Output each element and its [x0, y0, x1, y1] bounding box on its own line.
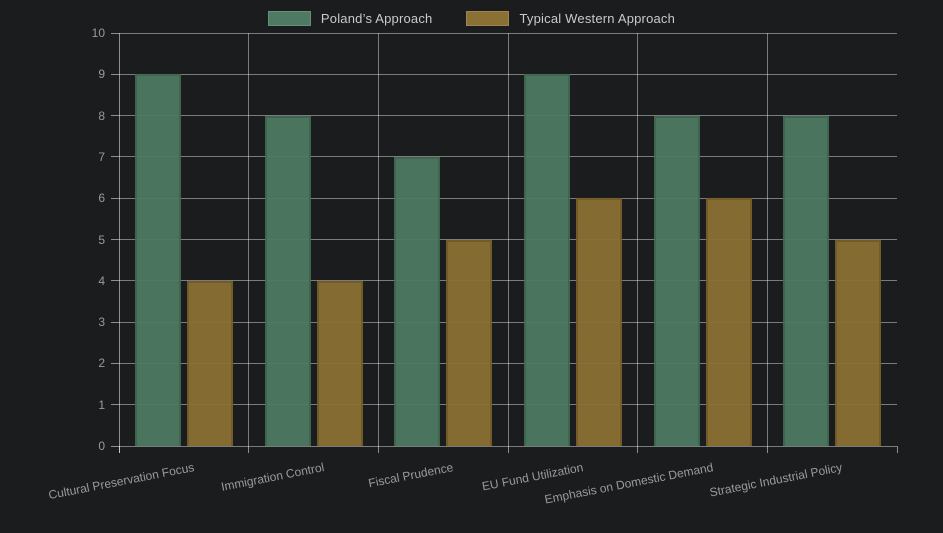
y-tick-label-6: 6: [98, 191, 105, 206]
gridline-y-9: [119, 73, 897, 75]
gridline-y-4: [119, 280, 897, 282]
y-tick-label-2: 2: [98, 356, 105, 371]
y-tick-mark-2: [111, 362, 119, 364]
x-tick-mark-5: [766, 446, 768, 453]
legend-swatch-polands-approach: [267, 11, 311, 26]
y-tick-label-4: 4: [98, 273, 105, 288]
bar-typical-western-approach-fiscal-prudence[interactable]: [446, 239, 493, 446]
bar-poland-s-approach-fiscal-prudence[interactable]: [394, 156, 441, 446]
y-tick-mark-0: [111, 445, 119, 447]
x-tick-mark-0: [118, 446, 120, 453]
gridline-y-7: [119, 156, 897, 158]
legend-swatch-typical-western-approach: [466, 11, 510, 26]
y-axis-line: [119, 33, 120, 453]
gridline-y-5: [119, 239, 897, 240]
y-tick-label-5: 5: [98, 232, 105, 247]
y-tick-label-3: 3: [98, 315, 105, 330]
y-tick-label-7: 7: [98, 149, 105, 164]
y-tick-label-8: 8: [98, 108, 105, 123]
x-tick-mark-2: [377, 446, 379, 453]
bar-typical-western-approach-eu-fund-utilization[interactable]: [576, 198, 622, 446]
legend-label-typical-western-approach: Typical Western Approach: [519, 11, 676, 26]
bar-typical-western-approach-strategic-industrial-policy[interactable]: [835, 239, 882, 446]
gridline-x-1: [248, 33, 250, 446]
y-tick-mark-3: [111, 321, 119, 323]
x-tick-mark-6: [896, 446, 898, 453]
gridline-x-4: [637, 33, 639, 446]
gridline-x-5: [766, 33, 768, 446]
gridline-y-3: [119, 321, 897, 323]
chart-legend: Poland’s Approach Typical Western Approa…: [0, 11, 943, 26]
bar-poland-s-approach-eu-fund-utilization[interactable]: [524, 74, 570, 446]
gridline-y-8: [119, 115, 897, 117]
y-tick-mark-8: [111, 115, 119, 117]
gridline-x-2: [377, 33, 379, 446]
y-tick-mark-9: [111, 73, 119, 75]
y-tick-mark-6: [111, 197, 119, 199]
legend-item-typical-western-approach[interactable]: Typical Western Approach: [466, 11, 675, 26]
x-tick-mark-4: [637, 446, 639, 453]
bar-poland-s-approach-strategic-industrial-policy[interactable]: [783, 115, 830, 446]
gridline-y-1: [119, 404, 897, 406]
y-tick-mark-1: [111, 404, 119, 406]
y-tick-mark-4: [111, 280, 119, 282]
y-tick-label-9: 9: [98, 67, 105, 82]
y-tick-label-0: 0: [98, 439, 105, 453]
gridline-x-3: [507, 33, 509, 446]
legend-item-polands-approach[interactable]: Poland’s Approach: [267, 11, 433, 26]
y-tick-mark-10: [111, 32, 119, 34]
bar-typical-western-approach-cultural-preservation-focus[interactable]: [187, 280, 233, 446]
gridline-y-10: [119, 32, 897, 34]
y-tick-mark-5: [111, 239, 119, 240]
y-tick-label-10: 10: [91, 26, 105, 40]
gridline-y-6: [119, 197, 897, 199]
bar-poland-s-approach-cultural-preservation-focus[interactable]: [135, 74, 181, 446]
gridline-y-2: [119, 362, 897, 364]
bar-poland-s-approach-immigration-control[interactable]: [264, 115, 311, 446]
x-tick-mark-1: [248, 446, 250, 453]
x-tick-mark-3: [507, 446, 509, 453]
y-tick-label-1: 1: [98, 397, 105, 412]
bar-poland-s-approach-emphasis-on-domestic-demand[interactable]: [653, 115, 700, 446]
bar-typical-western-approach-immigration-control[interactable]: [316, 280, 363, 446]
plot-area: [119, 32, 897, 447]
y-tick-mark-7: [111, 156, 119, 158]
legend-label-polands-approach: Poland’s Approach: [320, 11, 433, 26]
bar-typical-western-approach-emphasis-on-domestic-demand[interactable]: [705, 198, 752, 446]
